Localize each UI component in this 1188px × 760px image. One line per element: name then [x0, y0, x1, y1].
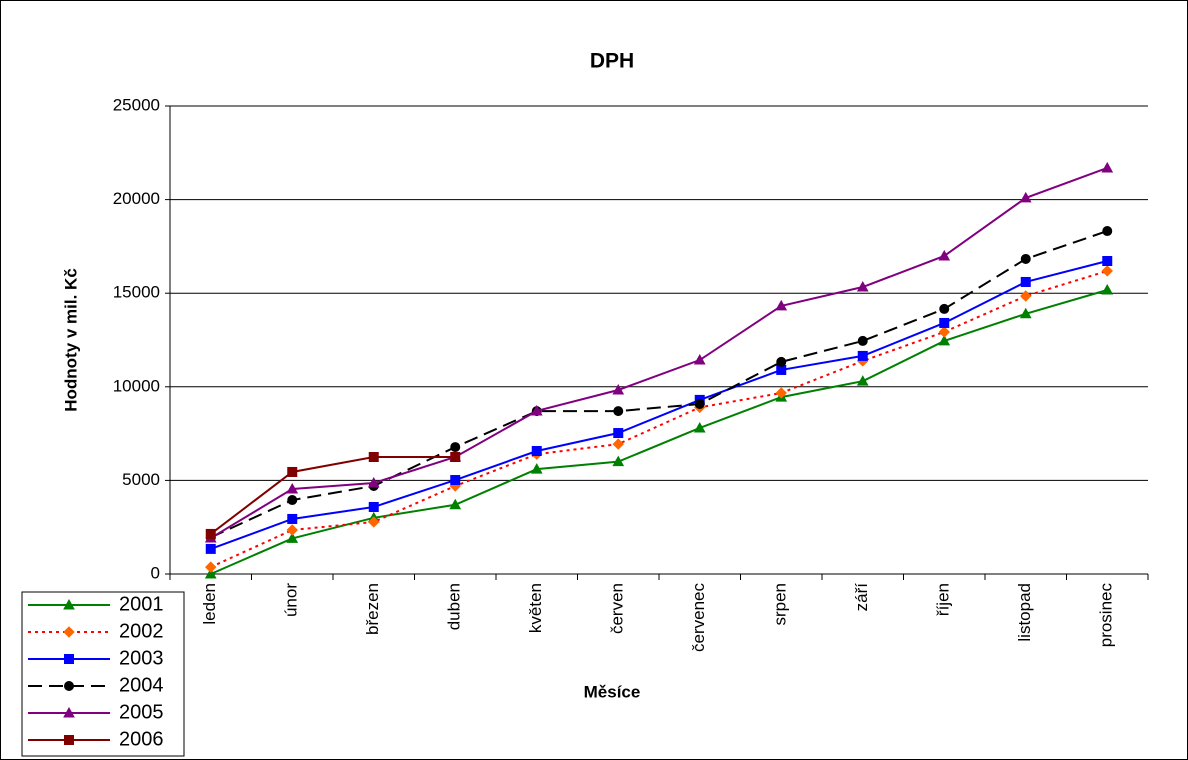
- marker: [450, 452, 461, 462]
- marker: [694, 399, 705, 410]
- marker: [287, 466, 298, 477]
- series: [204, 283, 1114, 579]
- marker: [613, 428, 624, 439]
- chart-title: DPH: [590, 50, 634, 73]
- marker: [775, 387, 787, 399]
- x-tick-label: červenec: [689, 583, 708, 652]
- marker: [286, 524, 298, 536]
- marker: [287, 495, 298, 506]
- series: [205, 226, 1113, 543]
- legend-label: 2002: [119, 620, 164, 642]
- marker: [368, 452, 379, 462]
- y-tick-label: 15000: [113, 283, 160, 302]
- marker: [1020, 276, 1031, 287]
- series-line: [210, 269, 1108, 568]
- y-axis-title: Hodnoty v mil. Kč: [61, 268, 80, 412]
- x-tick-label: květen: [526, 583, 545, 633]
- legend-label: 2005: [119, 701, 164, 723]
- marker: [367, 476, 380, 488]
- legend-box: [21, 591, 185, 757]
- marker: [1102, 256, 1113, 267]
- marker: [368, 501, 379, 512]
- marker: [1020, 290, 1032, 302]
- marker: [287, 513, 298, 524]
- x-tick-label: srpen: [771, 583, 790, 626]
- y-tick-label: 20000: [113, 189, 160, 208]
- marker: [205, 561, 217, 573]
- marker: [776, 356, 787, 367]
- x-tick-label: duben: [445, 583, 464, 630]
- marker: [938, 334, 951, 346]
- marker: [286, 482, 299, 494]
- x-tick-label: říjen: [934, 583, 953, 616]
- marker: [775, 299, 788, 311]
- y-tick-label: 5000: [122, 470, 160, 489]
- marker: [1020, 253, 1031, 264]
- x-tick-label: červen: [608, 583, 627, 634]
- marker: [449, 498, 462, 510]
- series-line: [210, 456, 456, 535]
- x-tick-label: září: [852, 583, 871, 612]
- marker: [64, 681, 74, 691]
- marker: [856, 280, 869, 292]
- marker: [1102, 226, 1113, 237]
- x-tick-label: listopad: [1015, 583, 1034, 642]
- marker: [204, 567, 217, 579]
- legend-label: 2004: [119, 674, 164, 696]
- marker: [64, 735, 74, 745]
- marker: [613, 406, 624, 417]
- legend-label: 2001: [119, 593, 164, 615]
- marker: [63, 706, 75, 718]
- series: [204, 161, 1114, 543]
- marker: [1101, 161, 1114, 173]
- marker: [938, 249, 951, 261]
- marker: [939, 303, 950, 314]
- series-line: [210, 289, 1108, 575]
- marker: [450, 475, 461, 486]
- marker: [530, 463, 543, 474]
- marker: [693, 354, 706, 365]
- marker: [63, 626, 75, 638]
- y-tick-label: 0: [151, 563, 160, 582]
- marker: [205, 528, 216, 539]
- marker: [1101, 283, 1114, 295]
- marker: [450, 442, 461, 453]
- marker: [205, 543, 216, 554]
- marker: [1019, 191, 1032, 203]
- series: [205, 256, 1113, 554]
- marker: [612, 455, 625, 467]
- x-tick-label: leden: [200, 583, 219, 625]
- marker: [857, 335, 868, 346]
- legend-label: 2003: [119, 647, 164, 669]
- marker: [63, 598, 75, 610]
- marker: [612, 383, 625, 395]
- marker: [938, 326, 950, 338]
- x-tick-label: únor: [282, 583, 301, 617]
- series-line: [210, 167, 1108, 539]
- marker: [286, 532, 299, 543]
- marker: [856, 375, 869, 386]
- marker: [64, 654, 74, 664]
- marker: [693, 421, 706, 433]
- marker: [857, 350, 868, 361]
- x-tick-label: březen: [363, 583, 382, 635]
- marker: [368, 516, 380, 528]
- x-tick-label: prosinec: [1097, 583, 1116, 648]
- marker: [1019, 307, 1032, 319]
- series: [205, 452, 461, 539]
- marker: [531, 446, 542, 457]
- marker: [530, 404, 543, 416]
- marker: [612, 438, 624, 450]
- marker: [939, 317, 950, 328]
- series-line: [210, 230, 1108, 539]
- series-line: [210, 260, 1108, 550]
- legend-label: 2006: [119, 728, 164, 750]
- x-axis-title: Měsíce: [584, 682, 641, 701]
- y-tick-label: 25000: [113, 95, 160, 114]
- marker: [1101, 265, 1113, 277]
- y-tick-label: 10000: [113, 376, 160, 395]
